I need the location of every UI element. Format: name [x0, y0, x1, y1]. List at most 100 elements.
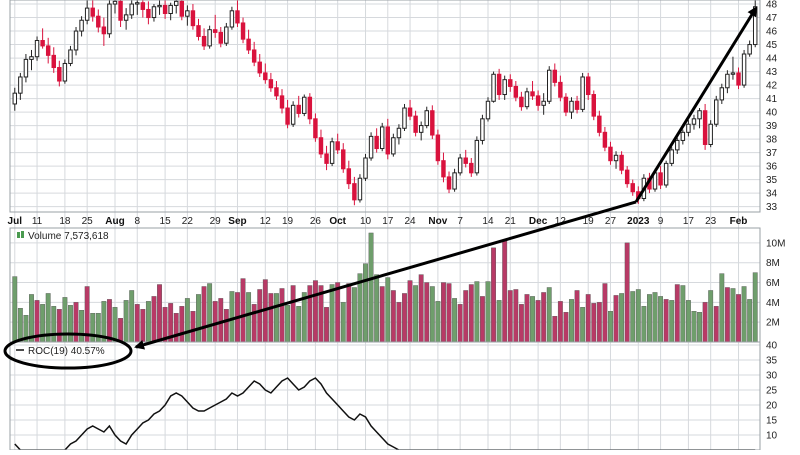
- candle-body: [268, 79, 274, 89]
- price-tick-label: 43: [766, 67, 778, 78]
- candle-body: [307, 96, 313, 120]
- price-tick-label: 38: [766, 135, 778, 146]
- roc-legend-text: ROC(19) 40.57%: [28, 346, 105, 357]
- volume-bar: [502, 240, 508, 343]
- volume-bar: [196, 294, 201, 343]
- volume-bar: [580, 307, 586, 343]
- volume-bar: [79, 310, 85, 343]
- volume-bar: [552, 316, 558, 343]
- volume-bar: [491, 247, 496, 343]
- date-tick-label: 19: [583, 216, 595, 227]
- price-candle: [201, 28, 207, 50]
- volume-legend-text: Volume 7,573,618: [28, 231, 109, 242]
- price-candle: [162, 0, 168, 19]
- candle-body: [201, 35, 207, 47]
- volume-bar: [524, 294, 530, 343]
- candle-body: [363, 157, 368, 179]
- candle-body: [274, 87, 279, 97]
- price-candle: [51, 47, 56, 73]
- price-candle: [246, 29, 251, 55]
- candle-body: [686, 123, 691, 133]
- price-candle: [240, 17, 246, 44]
- price-candle: [719, 83, 725, 104]
- price-candle: [45, 37, 51, 64]
- volume-bar: [619, 293, 625, 343]
- volume-bar: [151, 296, 157, 343]
- price-candle: [357, 174, 363, 203]
- price-candle: [374, 128, 379, 153]
- date-tick-label: 17: [382, 216, 394, 227]
- volume-bar: [574, 290, 580, 343]
- price-candle: [68, 45, 73, 67]
- price-candle: [658, 166, 663, 190]
- price-candle: [101, 17, 107, 46]
- price-candle: [34, 36, 40, 61]
- price-candle: [296, 95, 301, 118]
- volume-bar: [435, 301, 441, 343]
- volume-bar: [457, 304, 463, 343]
- volume-bar: [307, 285, 313, 343]
- volume-bar: [446, 283, 452, 343]
- candle-body: [235, 10, 240, 24]
- price-candle: [418, 121, 424, 141]
- volume-bar: [396, 302, 402, 343]
- date-tick-label: 2023: [627, 216, 650, 227]
- candle-body: [457, 157, 463, 174]
- volume-bar: [479, 296, 485, 343]
- price-candle: [313, 113, 318, 142]
- candle-body: [185, 10, 190, 17]
- price-candle: [363, 153, 368, 181]
- date-tick-label: 8: [134, 216, 140, 227]
- volume-bar: [145, 301, 151, 343]
- volume-bar: [173, 313, 179, 343]
- price-tick-label: 42: [766, 81, 778, 92]
- volume-bar: [424, 282, 430, 343]
- candle-body: [290, 104, 296, 125]
- candle-body: [240, 22, 246, 40]
- price-candle: [40, 28, 45, 49]
- candle-body: [107, 3, 112, 35]
- volume-bar: [418, 274, 424, 343]
- volume-bar: [680, 285, 686, 343]
- volume-bar: [613, 295, 619, 343]
- price-candle: [196, 18, 201, 41]
- candle-body: [296, 104, 301, 114]
- volume-bar: [240, 278, 246, 343]
- candle-body: [407, 107, 413, 117]
- price-candle: [79, 16, 84, 37]
- volume-bar: [73, 302, 79, 343]
- candle-body: [435, 134, 441, 162]
- volume-bar: [29, 294, 34, 343]
- volume-bar: [385, 277, 391, 343]
- candle-body: [563, 96, 569, 113]
- candle-body: [663, 162, 669, 186]
- price-candle: [480, 114, 485, 145]
- volume-bar: [624, 242, 630, 343]
- price-candle: [218, 27, 223, 48]
- price-trend-arrow: [634, 6, 758, 203]
- price-candle: [307, 93, 313, 125]
- roc-axis: 10 15 20 25 30 35 40: [766, 341, 778, 442]
- candle-body: [313, 118, 318, 139]
- candle-body: [535, 95, 541, 106]
- volume-bar: [223, 309, 229, 343]
- volume-bar: [218, 298, 224, 343]
- volume-bar: [641, 306, 647, 343]
- candle-body: [658, 172, 663, 186]
- volume-bar: [363, 263, 368, 343]
- price-candle: [23, 54, 29, 83]
- volume-bar: [513, 289, 519, 343]
- price-candle: [513, 81, 519, 102]
- price-candle: [752, 0, 758, 48]
- volume-tick-label: 4M: [766, 298, 780, 309]
- price-candle: [741, 49, 747, 88]
- price-candle: [435, 129, 441, 165]
- price-candle: [123, 8, 129, 30]
- candle-body: [463, 157, 468, 164]
- price-candle: [680, 129, 686, 145]
- price-candle: [552, 63, 558, 87]
- price-candle: [151, 4, 157, 22]
- volume-axis: 2M 4M 6M 8M 10M: [766, 238, 785, 328]
- candle-body: [597, 115, 602, 133]
